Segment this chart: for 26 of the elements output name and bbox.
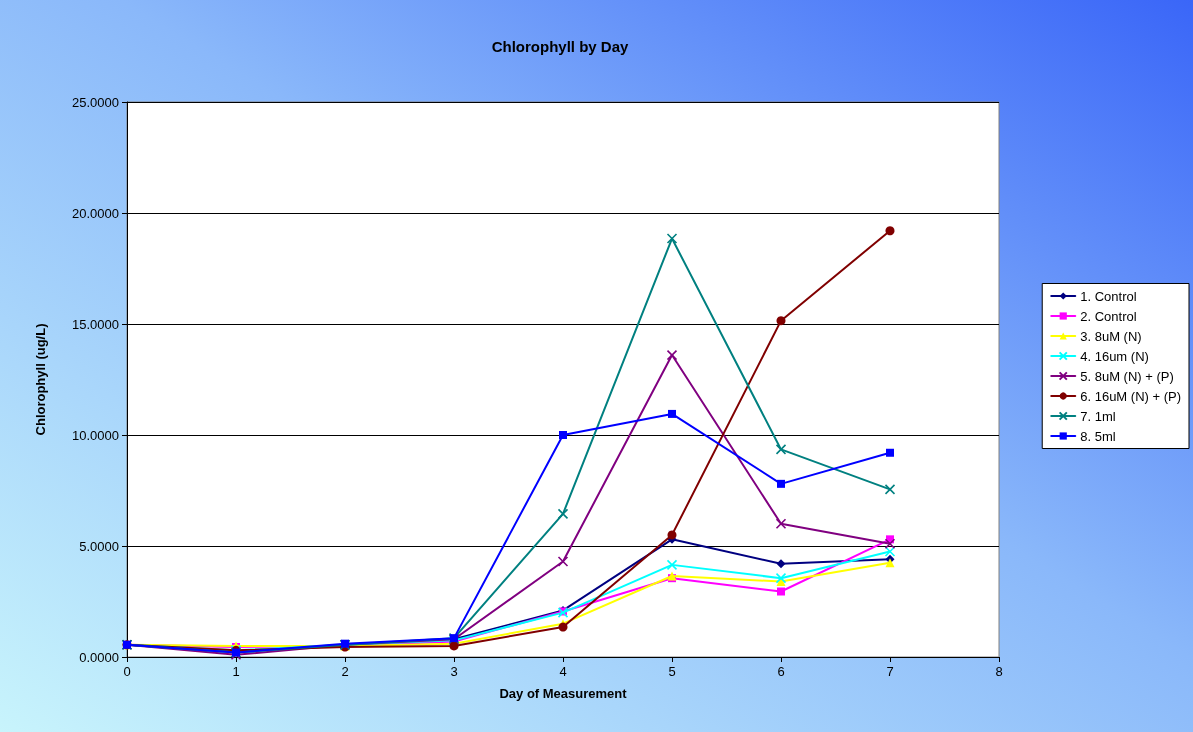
legend-label: 6. 16uM (N) + (P) — [1080, 388, 1182, 404]
y-tick-label: 20.0000 — [72, 205, 119, 221]
legend-label: 5. 8uM (N) + (P) — [1080, 368, 1174, 384]
x-tick-label: 4 — [559, 664, 567, 679]
x-tick-label: 2 — [341, 664, 349, 679]
y-axis-title: Chlorophyll (ug/L) — [33, 323, 48, 436]
x-tick-label: 1 — [232, 664, 240, 679]
x-tick-label: 7 — [886, 664, 894, 679]
legend-label: 8. 5ml — [1080, 428, 1116, 444]
x-tick-label: 5 — [668, 664, 676, 679]
legend-label: 1. Control — [1080, 288, 1137, 304]
x-tick-label: 8 — [995, 664, 1003, 679]
legend-label: 2. Control — [1080, 308, 1137, 324]
legend-label: 7. 1ml — [1080, 408, 1116, 424]
legend-label: 3. 8uM (N) — [1080, 328, 1142, 344]
x-tick-label: 6 — [777, 664, 785, 679]
y-tick-label: 5.0000 — [79, 538, 119, 554]
x-tick-label: 0 — [123, 664, 131, 679]
chart-title: Chlorophyll by Day — [491, 38, 629, 55]
y-tick-label: 0.0000 — [79, 649, 119, 665]
x-tick-label: 3 — [450, 664, 458, 679]
legend-label: 4. 16um (N) — [1080, 348, 1149, 364]
x-axis-title: Day of Measurement — [499, 686, 628, 701]
y-tick-label: 10.0000 — [72, 427, 119, 443]
y-tick-label: 15.0000 — [72, 316, 119, 332]
y-tick-label: 25.0000 — [72, 94, 119, 110]
